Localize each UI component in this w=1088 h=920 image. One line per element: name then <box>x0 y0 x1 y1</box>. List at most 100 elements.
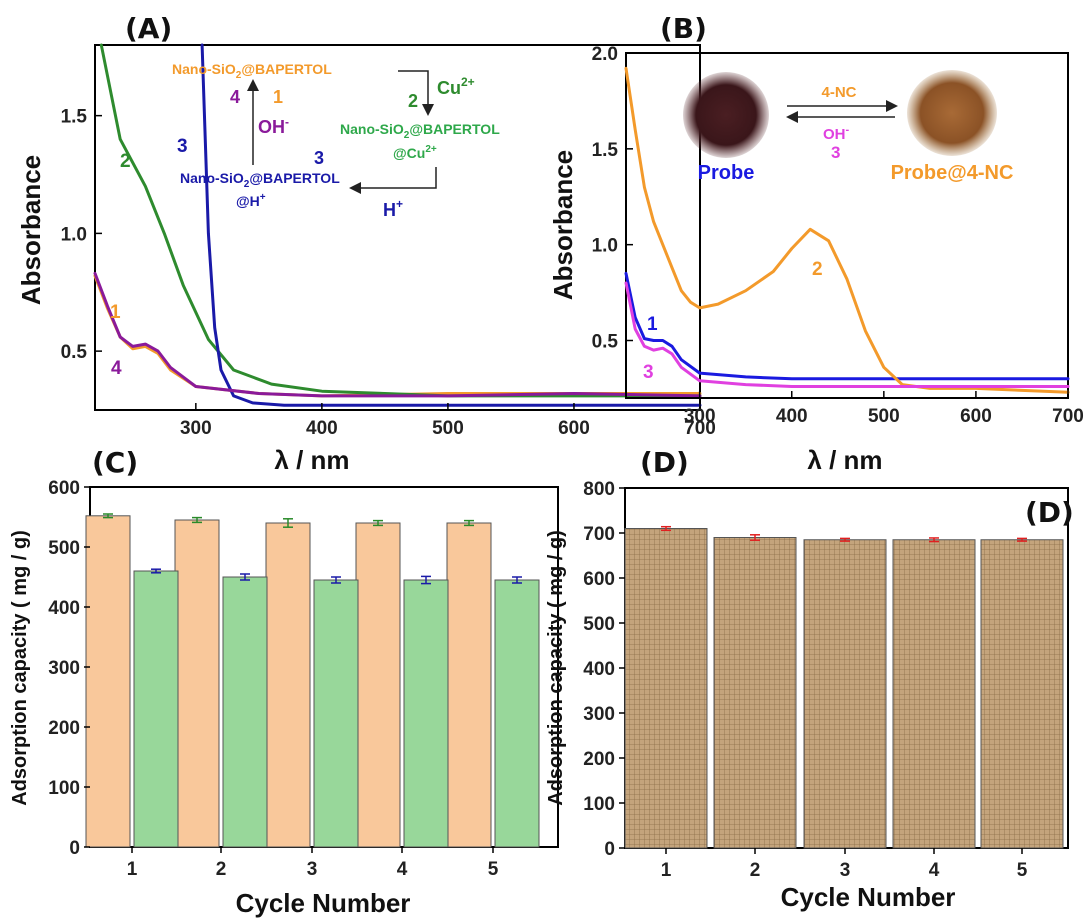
panel-b-series-1 <box>624 271 1070 381</box>
panel-d-ytick-label-200: 200 <box>583 749 615 770</box>
panel-a-frame <box>94 44 701 411</box>
panel-c-xtick-label-5: 5 <box>488 859 499 880</box>
scheme-cu: Cu2+ <box>437 75 475 98</box>
scheme-oh: OH- <box>258 115 289 137</box>
panel-c-ytick-label-300: 300 <box>48 658 80 679</box>
panel-b-curve-label-1: 1 <box>647 314 658 335</box>
panel-b-ytick-label-1.5: 1.5 <box>592 140 619 161</box>
panel-c-ytick-label-200: 200 <box>48 718 80 739</box>
panel-a-xtick-label-400: 400 <box>306 418 338 439</box>
probe-nc-powder-image <box>907 70 997 156</box>
panel-a-ytick-label-1.5: 1.5 <box>61 107 88 128</box>
panel-b-ytick-label-1: 1.0 <box>592 236 618 257</box>
panel-c-bar-0-5 <box>446 522 492 848</box>
scheme-num-4: 4 <box>230 87 240 107</box>
panel-a-chart: 300 400 500 600 700 0.5 1.0 1.5 <box>61 43 716 439</box>
panel-c-bar-0-4 <box>355 522 401 848</box>
panel-d-ytick-label-100: 100 <box>583 794 615 815</box>
panel-d-label: (D) <box>640 446 689 479</box>
scheme-num-3: 3 <box>314 148 324 168</box>
panel-d-xtick-label-2: 2 <box>750 860 761 881</box>
panel-b-xtick-label-400: 400 <box>776 406 808 427</box>
panel-b-curve-label-2: 2 <box>812 259 823 280</box>
panel-c-bar-0-2 <box>174 519 220 848</box>
panel-b-series-2 <box>624 66 1070 394</box>
probe-label: Probe <box>698 162 755 184</box>
panel-d-ytick-label-600: 600 <box>583 569 615 590</box>
panel-b-xtick-label-300: 300 <box>684 406 716 427</box>
probe-nc-label: Probe@4-NC <box>891 162 1014 184</box>
panel-a-curve-label-3: 3 <box>177 136 188 157</box>
panel-c-bar-1-3 <box>313 579 359 848</box>
scheme-right-line2: @Cu2+ <box>393 144 437 161</box>
panel-a-ticks: 300 400 500 600 700 0.5 1.0 1.5 <box>61 107 716 439</box>
panel-a-xtick-label-600: 600 <box>558 418 590 439</box>
panel-d-xtick-label-3: 3 <box>840 860 851 881</box>
scheme-arrow-right <box>398 70 434 116</box>
panel-d-bar-0-4 <box>892 539 976 849</box>
panel-d-chart: 1 2 3 4 5 0 100 200 300 400 500 600 700 800 <box>583 479 1069 881</box>
panel-d-ylabel: Adsorption capacity ( mg / g) <box>545 530 567 806</box>
panel-a-curve-label-1: 1 <box>110 302 121 323</box>
panel-d-bar-0-5 <box>980 539 1064 849</box>
panel-a-label: (A) <box>125 12 172 45</box>
panel-c-xtick-label-2: 2 <box>216 859 227 880</box>
scheme-right-line1: Nano-SiO2@BAPERTOL <box>340 121 500 141</box>
panel-b-chart: 300 400 500 600 700 0.5 1.0 1.5 2.0 <box>592 44 1084 427</box>
panel-c-ylabel: Adsorption capacity ( mg / g) <box>9 530 31 806</box>
panel-c-xtick-label-4: 4 <box>397 859 408 880</box>
scheme-arrow-bottom <box>349 167 437 194</box>
panel-a-series-4 <box>93 271 702 398</box>
panel-c-xtick-label-1: 1 <box>127 859 138 880</box>
arrow-label-4nc: 4-NC <box>821 84 856 101</box>
panel-b-curves <box>624 66 1070 394</box>
panel-a-xtick-label-500: 500 <box>432 418 464 439</box>
panel-c-ytick-label-500: 500 <box>48 538 80 559</box>
scheme-left-line1: Nano-SiO2@BAPERTOL <box>180 170 340 190</box>
panel-c-bar-1-4 <box>403 579 449 848</box>
scheme-left-line2: @H+ <box>236 192 266 209</box>
panel-a-ylabel: Absorbance <box>16 155 46 305</box>
panel-c-xlabel: Cycle Number <box>236 888 411 918</box>
panel-d-bar-0-3 <box>803 539 887 849</box>
panel-d-bar-0-1 <box>624 528 708 849</box>
panel-c-ytick-label-0: 0 <box>69 838 80 859</box>
panel-d-bar-0-2 <box>713 537 797 849</box>
panel-c-bar-1-5 <box>494 579 540 848</box>
panel-b-curve-label-3: 3 <box>643 362 654 383</box>
panel-c-bars <box>85 513 540 848</box>
scheme-num-2: 2 <box>408 91 418 111</box>
panel-b-scheme: 4-NC OH- 3 Probe Probe@4-NC <box>683 70 1013 184</box>
panel-b-xtick-label-700: 700 <box>1052 406 1084 427</box>
panel-c-ytick-label-400: 400 <box>48 598 80 619</box>
panel-c-bar-0-1 <box>85 515 131 848</box>
arrow-label-3: 3 <box>831 143 840 162</box>
panel-c-bar-0-3 <box>265 522 311 848</box>
panel-d-ytick-label-0: 0 <box>604 839 615 860</box>
panel-b-label: (B) <box>660 12 707 45</box>
panel-d-ytick-label-500: 500 <box>583 614 615 635</box>
panel-c-bar-1-1 <box>133 570 179 848</box>
panel-b-ticks: 300 400 500 600 700 0.5 1.0 1.5 2.0 <box>592 44 1084 427</box>
panel-a-curve-label-4: 4 <box>111 358 122 379</box>
panel-a-scheme: Nano-SiO2@BAPERTOL 4 1 OH- Cu2+ 2 Nano-S… <box>172 61 500 220</box>
panel-a-ytick-label-0.5: 0.5 <box>61 342 88 363</box>
panel-b-ytick-label-2: 2.0 <box>592 44 618 65</box>
panel-c-ytick-label-100: 100 <box>48 778 80 799</box>
scheme-num-1: 1 <box>273 87 283 107</box>
panel-c-xtick-label-3: 3 <box>307 859 318 880</box>
panel-d-xlabel: Cycle Number <box>781 882 956 912</box>
panel-d-ytick-label-700: 700 <box>583 524 615 545</box>
panel-b-xtick-label-500: 500 <box>868 406 900 427</box>
panel-a-series-3 <box>200 43 702 407</box>
panel-d-ticks: 1 2 3 4 5 0 100 200 300 400 500 600 700 800 <box>583 479 1027 881</box>
panel-b-series-3 <box>624 281 1070 388</box>
panel-d-ytick-label-400: 400 <box>583 659 615 680</box>
panel-a-ytick-label-1: 1.0 <box>61 224 87 245</box>
panel-c-chart: 1 2 3 4 5 0 100 200 300 400 500 600 <box>48 478 559 880</box>
scheme-top-label: Nano-SiO2@BAPERTOL <box>172 61 332 81</box>
panel-d-bars <box>624 525 1064 849</box>
panel-d-xtick-label-4: 4 <box>929 860 940 881</box>
panel-d-xtick-label-5: 5 <box>1017 860 1028 881</box>
